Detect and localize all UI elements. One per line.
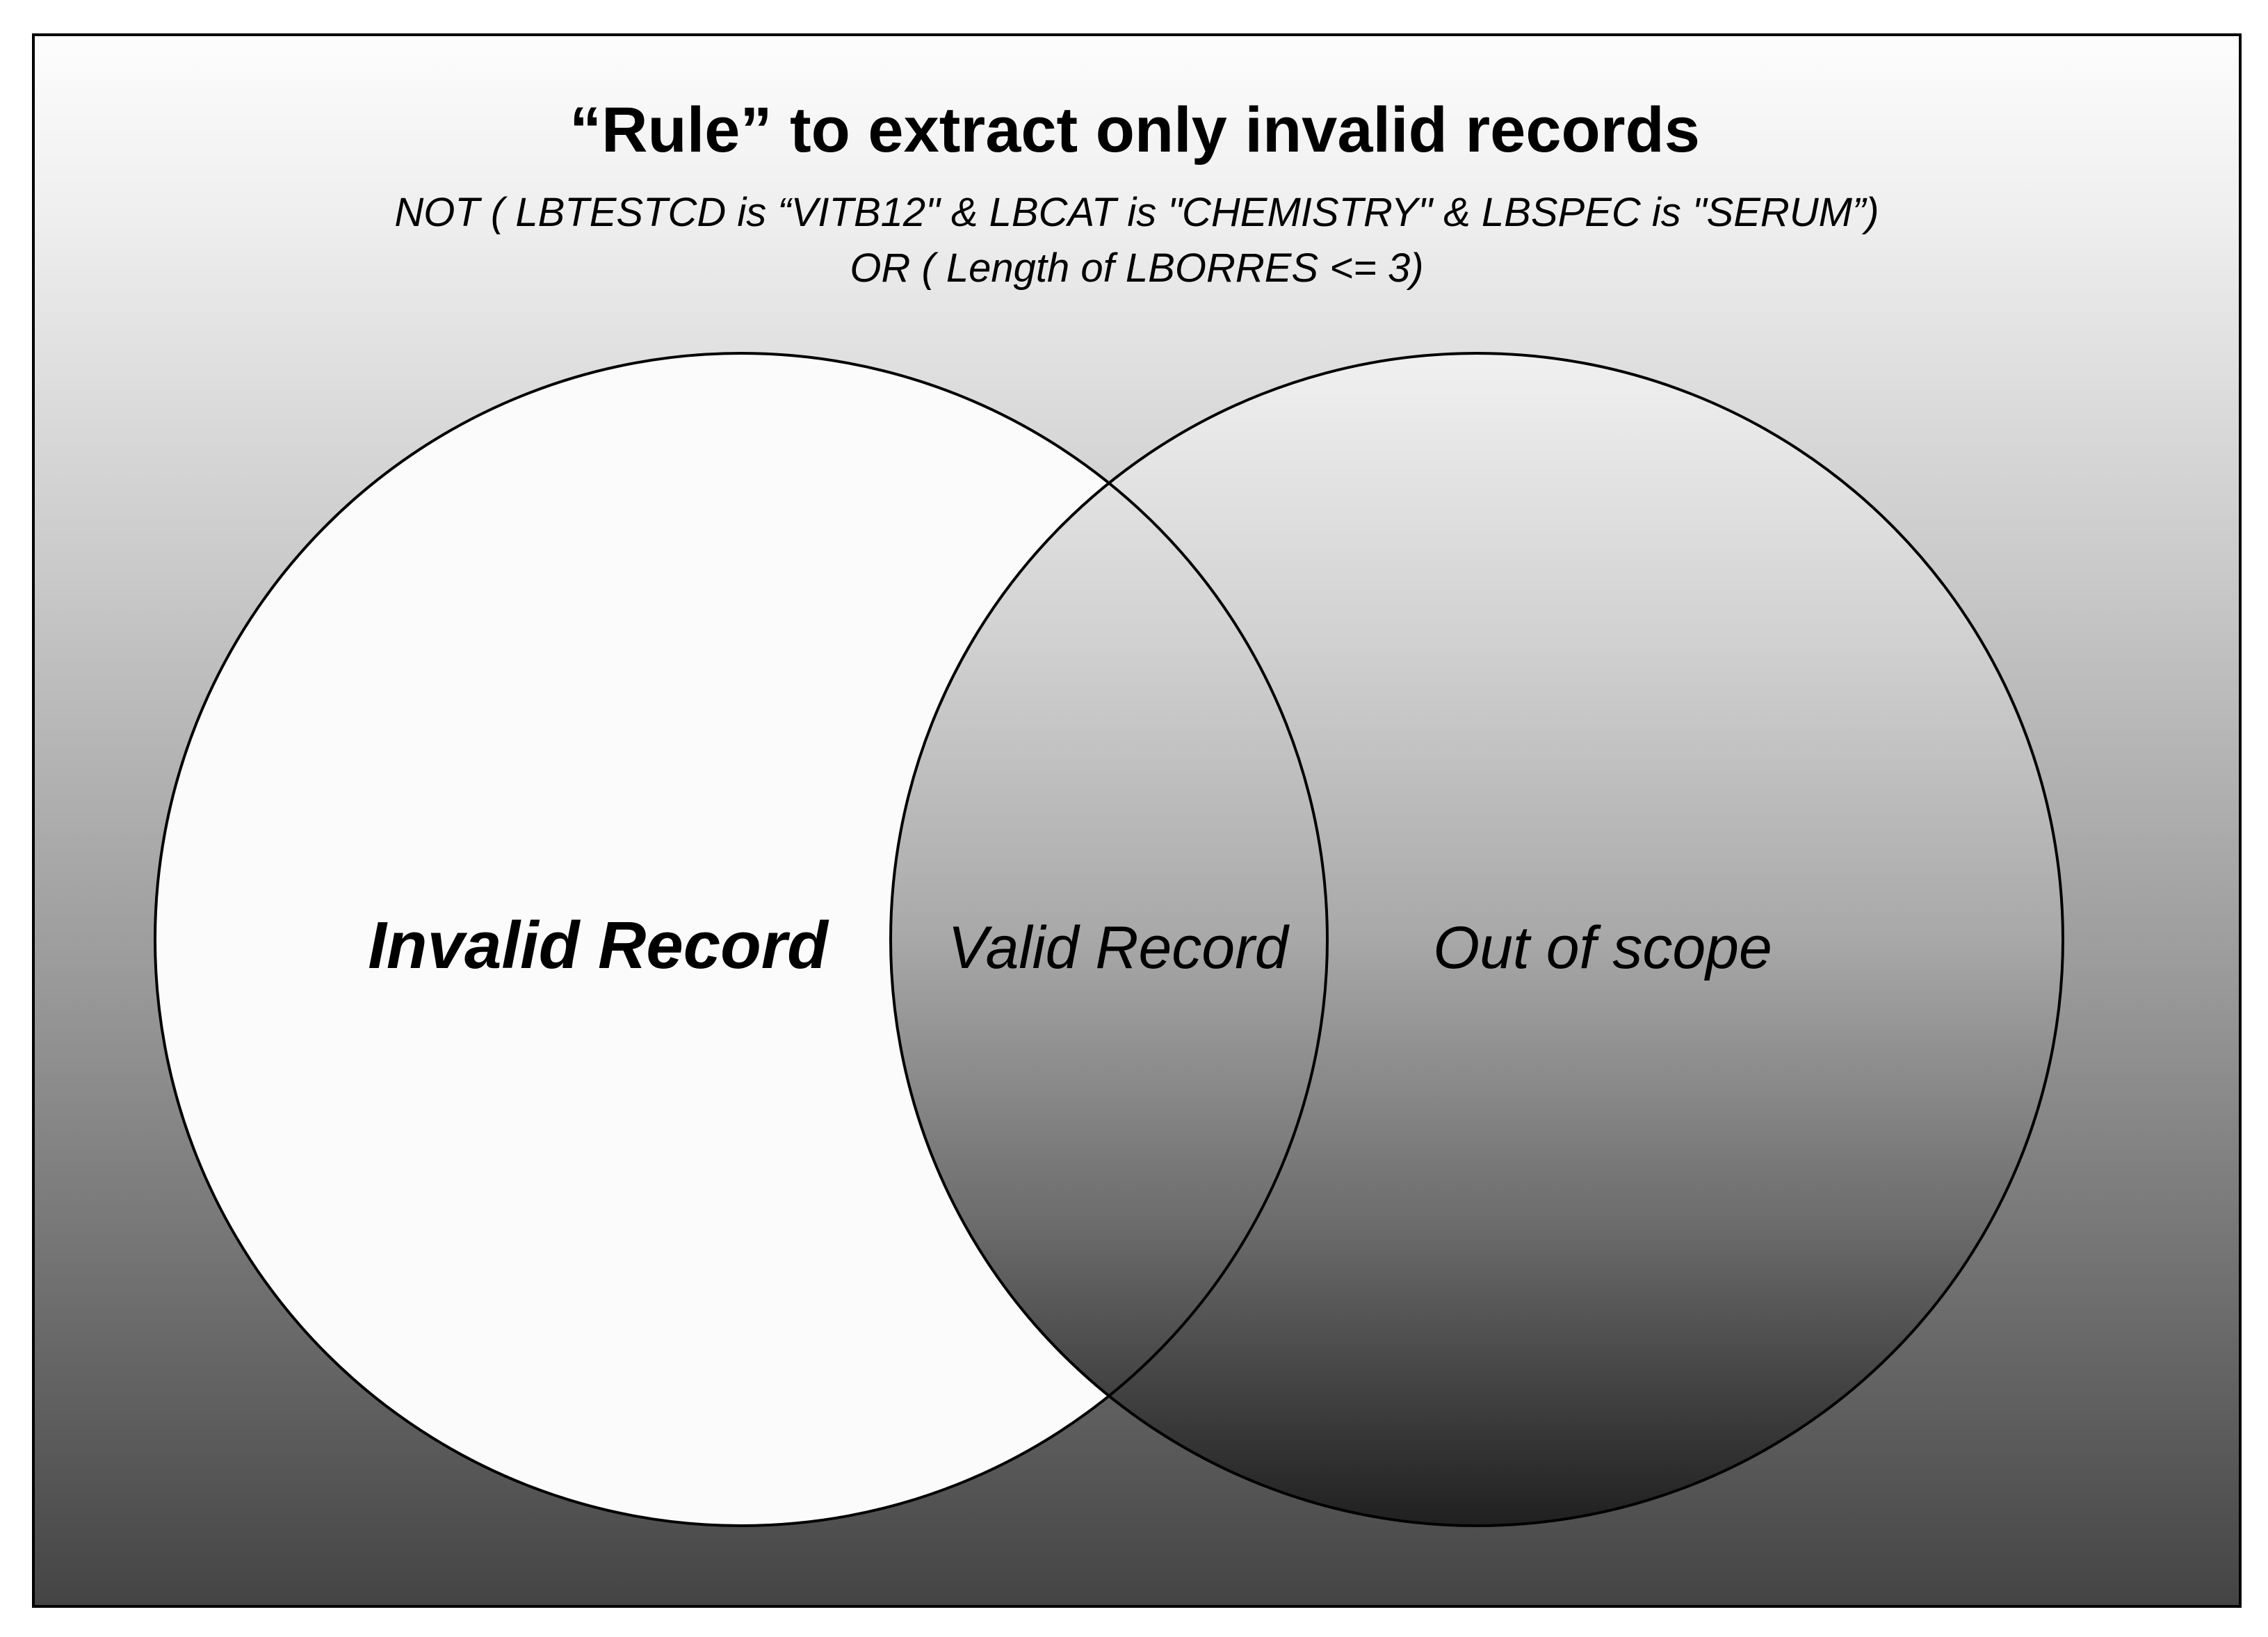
rule-line-2: OR ( Length of LBORRES <= 3) (850, 245, 1423, 291)
valid-record-label: Valid Record (948, 914, 1290, 981)
out-of-scope-label: Out of scope (1433, 914, 1772, 981)
out-of-scope-circle-outline (889, 352, 2064, 1527)
invalid-record-circle-outline (154, 352, 1329, 1527)
valid-record-overlap (890, 483, 1328, 1396)
diagram-title: “Rule” to extract only invalid records (569, 95, 1700, 166)
rule-line-1: NOT ( LBTESTCD is “VITB12" & LBCAT is "C… (394, 190, 1879, 235)
invalid-record-label: Invalid Record (368, 908, 829, 983)
